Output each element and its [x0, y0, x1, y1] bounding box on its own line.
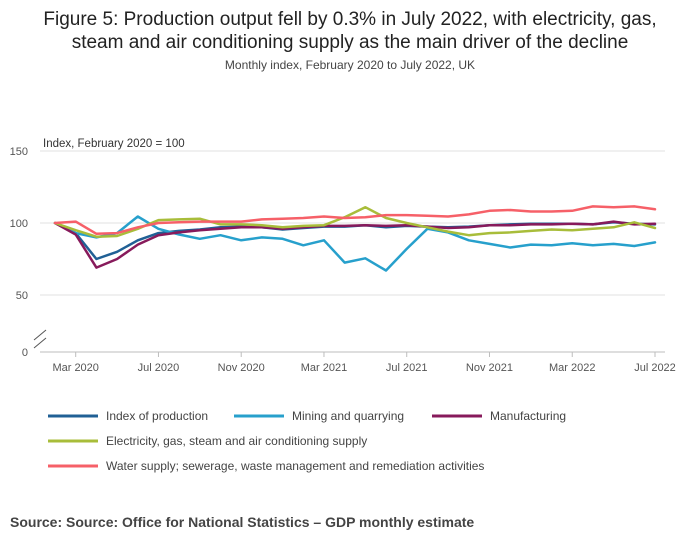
series-lines [53, 205, 657, 272]
x-tick-label: Mar 2021 [301, 362, 347, 374]
legend-label-4: Water supply; sewerage, waste management… [106, 459, 484, 473]
y-axis-label: Index, February 2020 = 100 [43, 138, 185, 150]
axes: 0 50 100 150 Mar 2020 Jul 2020 Nov 2020 Mar 202… [10, 146, 676, 374]
chart-title-line-1: Figure 5: Production output fell by 0.3%… [43, 9, 657, 30]
chart-subtitle: Monthly index, February 2020 to July 202… [224, 58, 476, 72]
y-tick-label: 0 [22, 347, 28, 359]
x-tick-label: Jul 2021 [386, 362, 428, 374]
legend-label-2: Manufacturing [490, 409, 566, 423]
source-note: Source: Source: Office for National Stat… [10, 514, 475, 530]
x-tick-label: Jul 2020 [138, 362, 180, 374]
series-line-3 [53, 205, 657, 238]
series-line-2 [53, 220, 657, 269]
series-line-4 [53, 205, 657, 236]
series-line-1 [53, 215, 657, 272]
y-tick-label: 100 [10, 218, 28, 230]
legend-label-0: Index of production [106, 409, 208, 423]
legend-label-3: Electricity, gas, steam and air conditio… [106, 434, 367, 448]
chart-title: Figure 5: Production output fell by 0.3%… [0, 8, 700, 54]
legend-label-1: Mining and quarrying [292, 409, 404, 423]
axis-break-mark-upper [33, 329, 47, 341]
x-tick-label: Nov 2021 [466, 362, 513, 374]
x-tick-label: Nov 2020 [218, 362, 265, 374]
x-tick-label: Mar 2022 [549, 362, 595, 374]
y-tick-label: 150 [10, 146, 28, 158]
axis-break-mark-lower [33, 337, 47, 349]
legend: Index of production Mining and quarrying M… [48, 409, 566, 473]
y-tick-label: 50 [16, 290, 28, 302]
chart-title-line-2: steam and air conditioning supply as the… [71, 32, 629, 53]
x-tick-label: Mar 2020 [52, 362, 98, 374]
x-tick-label: Jul 2022 [634, 362, 676, 374]
